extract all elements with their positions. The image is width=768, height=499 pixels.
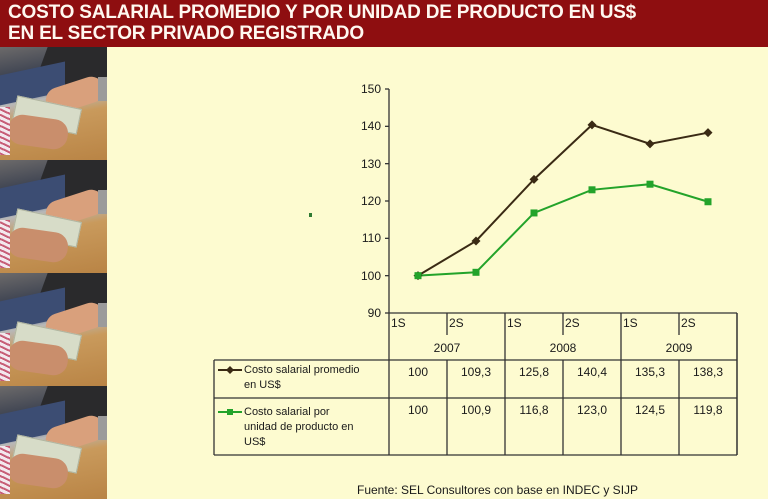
data-point-marker bbox=[703, 128, 713, 138]
table-value-cell: 125,8 bbox=[518, 365, 550, 379]
title-line-2: EN EL SECTOR PRIVADO REGISTRADO bbox=[8, 23, 364, 44]
semester-label: 1S bbox=[391, 316, 406, 330]
y-tick-label: 150 bbox=[360, 82, 381, 96]
source-note: Fuente: SEL Consultores con base en INDE… bbox=[357, 483, 639, 497]
y-tick-label: 120 bbox=[360, 194, 381, 208]
table-value-cell: 100 bbox=[407, 403, 429, 417]
table-value-cell: 109,3 bbox=[460, 365, 492, 379]
money-photo-4 bbox=[0, 386, 107, 499]
y-tick-label: 110 bbox=[361, 231, 381, 246]
data-point-marker bbox=[704, 198, 712, 206]
stray-mark bbox=[309, 213, 312, 217]
semester-label: 1S bbox=[623, 316, 638, 330]
table-value-cell: 123,0 bbox=[576, 403, 608, 417]
table-value-cell: 124,5 bbox=[634, 403, 666, 417]
table-value-cell: 100 bbox=[407, 365, 429, 379]
semester-label: 1S bbox=[507, 316, 522, 330]
semester-label: 2S bbox=[449, 316, 464, 330]
y-tick-label: 140 bbox=[360, 119, 381, 134]
y-tick-label: 100 bbox=[360, 268, 381, 283]
semester-label: 2S bbox=[565, 316, 580, 330]
title-banner: COSTO SALARIAL PROMEDIO Y POR UNIDAD DE … bbox=[0, 0, 768, 47]
data-point-marker bbox=[588, 186, 596, 194]
series-line-2 bbox=[417, 183, 709, 277]
money-photo-2 bbox=[0, 160, 107, 273]
data-point-marker bbox=[530, 209, 538, 217]
semester-label: 2S bbox=[681, 316, 696, 330]
money-photo-3 bbox=[0, 273, 107, 386]
table-value-cell: 135,3 bbox=[634, 365, 666, 379]
photo-strip bbox=[0, 47, 107, 499]
table-value-cell: 119,8 bbox=[693, 403, 723, 417]
legend-series-2: Costo salarial por unidad de producto en… bbox=[244, 406, 354, 448]
year-label: 2007 bbox=[433, 341, 461, 355]
data-point-marker bbox=[414, 272, 422, 280]
table-value-cell: 138,3 bbox=[692, 365, 724, 379]
data-point-marker bbox=[472, 268, 480, 276]
data-point-marker bbox=[471, 236, 481, 246]
series-line-1 bbox=[417, 123, 709, 277]
legend-series-1: Costo salarial promedio en US$ bbox=[244, 364, 360, 391]
table-value-cell: 100,9 bbox=[460, 403, 492, 417]
data-point-marker bbox=[645, 139, 655, 149]
data-point-marker bbox=[587, 120, 597, 130]
data-point-marker bbox=[529, 174, 539, 184]
year-label: 2008 bbox=[549, 341, 577, 355]
data-point-marker bbox=[646, 180, 654, 188]
y-tick-label: 130 bbox=[360, 156, 381, 171]
title-line-1: COSTO SALARIAL PROMEDIO Y POR UNIDAD DE … bbox=[8, 2, 637, 23]
y-tick-label: 90 bbox=[367, 306, 381, 320]
money-photo-1 bbox=[0, 47, 107, 160]
year-label: 2009 bbox=[665, 341, 693, 355]
table-value-cell: 140,4 bbox=[576, 365, 608, 379]
table-value-cell: 116,8 bbox=[519, 403, 549, 417]
